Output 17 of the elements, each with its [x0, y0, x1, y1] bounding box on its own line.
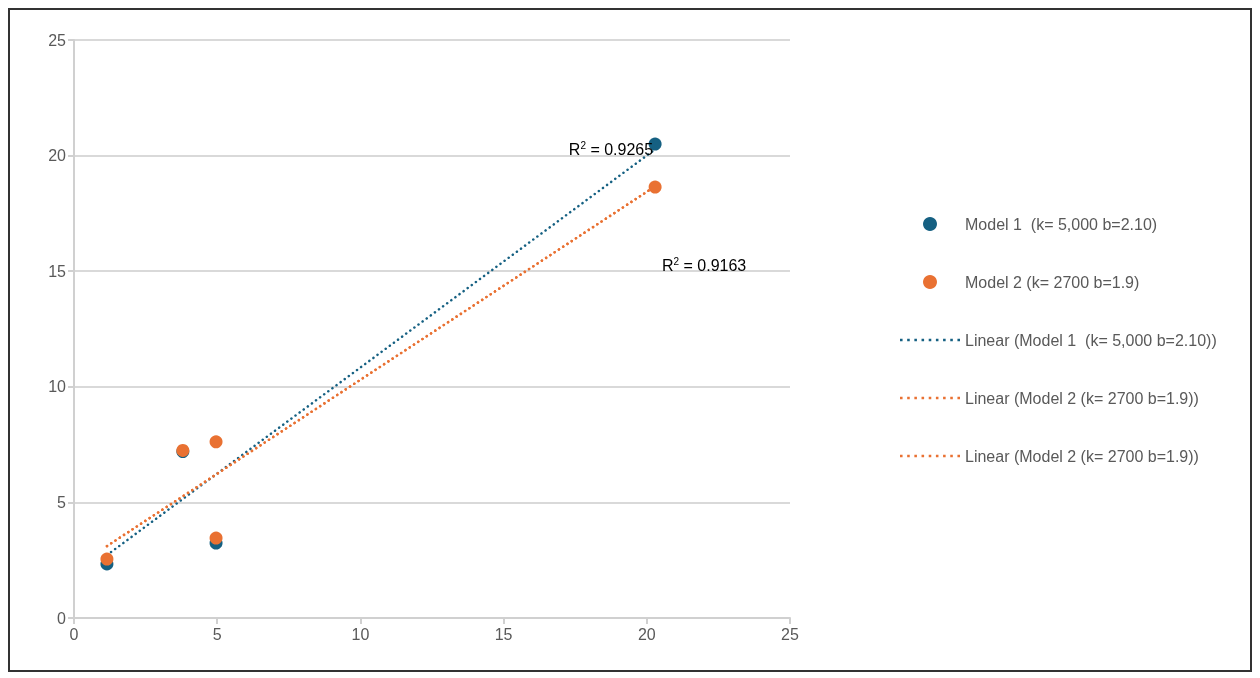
x-tick-label: 15: [494, 625, 513, 643]
x-tick-label: 5: [212, 625, 222, 643]
legend-label: Model 1 (k= 5,000 b=2.10): [965, 215, 1158, 233]
legend-label: Model 2 (k= 2700 b=1.9): [965, 273, 1140, 291]
legend-label: Linear (Model 2 (k= 2700 b=1.9)): [965, 447, 1204, 465]
y-tick-label: 5: [57, 493, 67, 511]
y-tick-label: 25: [48, 31, 67, 49]
x-tick-label: 10: [351, 625, 370, 643]
y-tick-label: 15: [48, 262, 67, 280]
legend-label: Linear (Model 2 (k= 2700 b=1.9)): [965, 389, 1199, 407]
y-tick-label: 10: [48, 378, 67, 396]
x-tick-label: 25: [781, 625, 799, 643]
y-tick-label: 0: [57, 609, 67, 627]
x-tick-label: 0: [69, 625, 79, 643]
x-tick-label: 20: [637, 625, 656, 643]
legend-label: Linear (Model 1 (k= 5,000 b=2.10)): [965, 331, 1217, 349]
y-tick-label: 20: [48, 147, 67, 165]
